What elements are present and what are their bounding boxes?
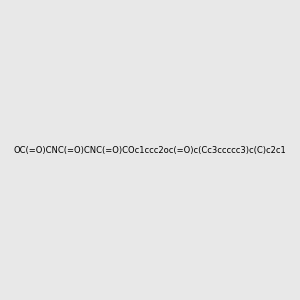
Text: OC(=O)CNC(=O)CNC(=O)COc1ccc2oc(=O)c(Cc3ccccc3)c(C)c2c1: OC(=O)CNC(=O)CNC(=O)COc1ccc2oc(=O)c(Cc3c…: [14, 146, 286, 154]
